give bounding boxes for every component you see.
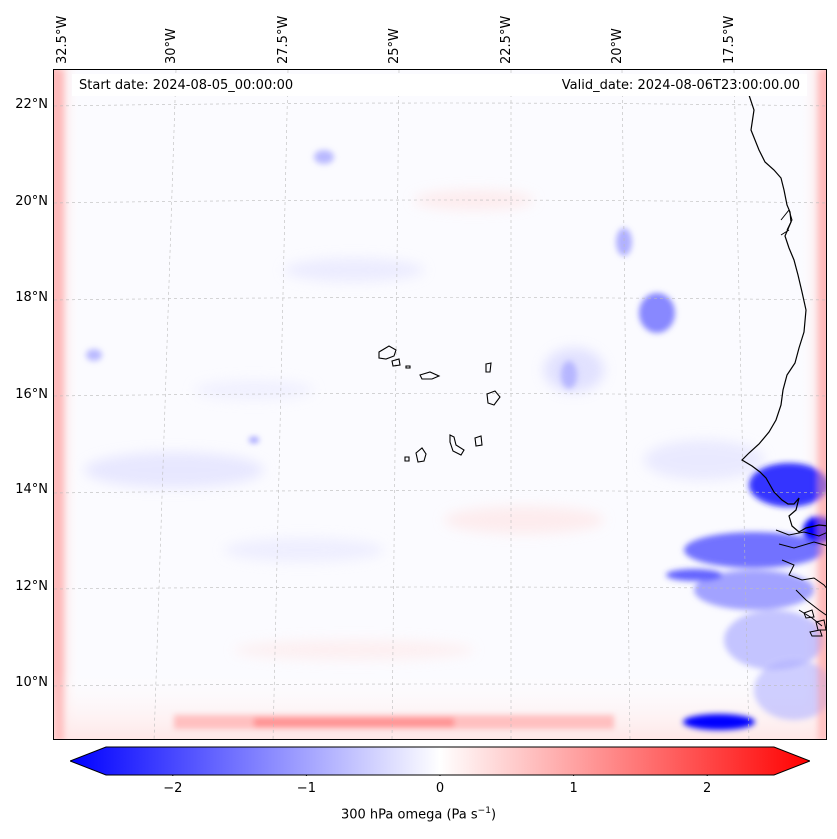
omega-field <box>54 70 826 739</box>
colorbar-tick-label: 1 <box>569 781 578 796</box>
lon-label-17-5w: 17.5°W <box>722 15 737 64</box>
colorbar-tick-label: −2 <box>163 781 183 796</box>
colorbar <box>68 746 812 779</box>
coast-islands-se <box>803 609 826 637</box>
lon-label-30w: 30°W <box>164 28 179 64</box>
colorbar-title: 300 hPa omega (Pa s−1) <box>0 806 837 822</box>
colorbar-title-end: ) <box>490 807 497 823</box>
lat-label-18n: 18°N <box>15 290 48 305</box>
lat-label-10n: 10°N <box>15 675 48 690</box>
colorbar-tick-label: 2 <box>703 781 712 796</box>
lon-label-20w: 20°W <box>610 28 625 64</box>
colorbar-tick-label: 0 <box>435 781 445 796</box>
lat-label-20n: 20°N <box>15 194 48 209</box>
colorbar-body <box>68 746 812 776</box>
africa-coastline <box>741 91 826 533</box>
valid-date-label: Valid_date: 2024-08-06T23:00:00.00 <box>561 78 800 93</box>
cape-verde-islands <box>378 345 501 463</box>
lon-label-27-5w: 27.5°W <box>276 15 291 64</box>
map-header-bar <box>72 74 807 96</box>
coast-north-hook <box>780 208 793 236</box>
lat-label-14n: 14°N <box>15 482 48 497</box>
lon-label-25w: 25°W <box>387 28 402 64</box>
lon-label-32-5w: 32.5°W <box>55 15 70 64</box>
lat-label-22n: 22°N <box>15 97 48 112</box>
start-date-label: Start date: 2024-08-05_00:00:00 <box>79 78 294 93</box>
colorbar-tick-label: −1 <box>296 781 316 796</box>
lon-label-22-5w: 22.5°W <box>499 15 514 64</box>
lat-label-12n: 12°N <box>15 579 48 594</box>
colorbar-title-superscript: −1 <box>477 806 491 816</box>
map-area[interactable] <box>53 69 827 740</box>
lat-label-16n: 16°N <box>15 387 48 402</box>
coast-guinea-bissau <box>781 559 826 627</box>
colorbar-svg <box>68 746 812 779</box>
map-canvas <box>54 70 826 739</box>
colorbar-title-main: 300 hPa omega (Pa s <box>340 807 478 823</box>
gridlines <box>54 70 826 739</box>
coast-gambia <box>775 529 826 549</box>
